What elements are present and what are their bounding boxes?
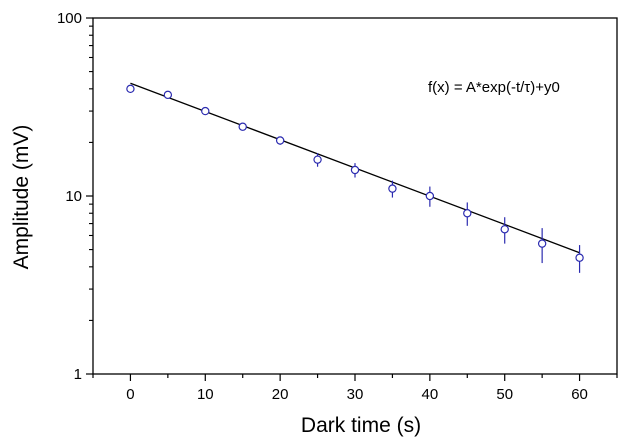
data-point <box>126 84 135 94</box>
plot-frame <box>92 17 618 375</box>
data-point <box>500 217 509 244</box>
data-marker <box>500 225 509 234</box>
fit-equation-annotation: f(x) = A*exp(-t/τ)+y0 <box>428 79 560 96</box>
data-point <box>463 202 472 226</box>
plot-area <box>92 17 618 375</box>
x-tick-label: 30 <box>347 386 364 403</box>
data-marker <box>313 155 322 164</box>
y-tick-label: 100 <box>57 10 82 27</box>
y-axis-title: Amplitude (mV) <box>10 125 33 270</box>
data-point <box>163 90 173 100</box>
data-marker <box>463 209 472 218</box>
x-tick-label: 20 <box>272 386 289 403</box>
x-tick-label: 0 <box>126 386 134 403</box>
data-point <box>537 228 547 264</box>
data-point <box>201 106 210 116</box>
x-tick-label: 50 <box>496 386 513 403</box>
y-tick-label: 10 <box>65 188 82 205</box>
data-point <box>238 122 247 131</box>
data-marker <box>238 122 247 131</box>
x-axis: 0 10 20 30 40 50 60 <box>92 374 618 403</box>
data-point <box>388 180 397 198</box>
x-tick-label: 10 <box>197 386 214 403</box>
y-axis: 1 10 100 <box>57 10 93 383</box>
data-marker <box>537 239 547 248</box>
data-point <box>350 163 360 178</box>
data-point <box>313 153 322 167</box>
data-marker <box>163 90 173 100</box>
data-marker <box>425 191 435 201</box>
x-tick-label: 60 <box>571 386 588 403</box>
data-point <box>425 186 435 207</box>
y-tick-label: 1 <box>74 366 82 383</box>
data-marker <box>388 184 397 193</box>
x-axis-title: Dark time (s) <box>301 414 421 437</box>
data-marker <box>201 106 210 116</box>
data-point <box>575 245 584 273</box>
x-tick-label: 40 <box>422 386 439 403</box>
data-marker <box>275 136 285 145</box>
data-point <box>275 136 285 145</box>
data-points-layer <box>126 84 584 273</box>
data-marker <box>350 165 360 175</box>
data-marker <box>126 84 135 94</box>
data-marker <box>575 253 584 262</box>
